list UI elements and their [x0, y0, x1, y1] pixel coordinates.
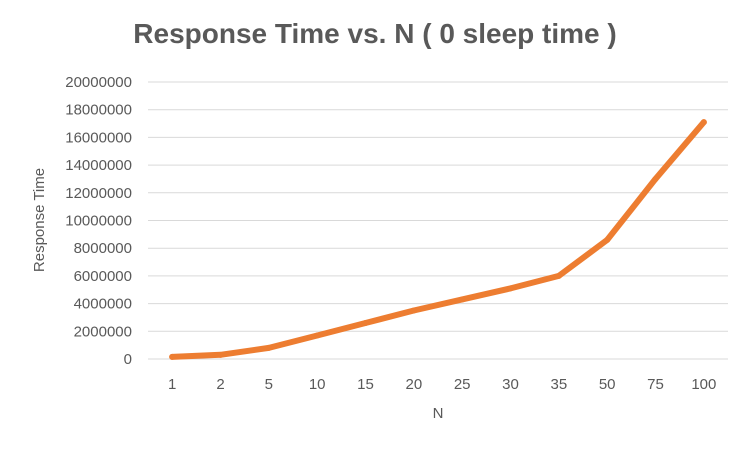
y-tick-label: 2000000 [74, 323, 132, 340]
data-point [604, 236, 611, 243]
chart-title: Response Time vs. N ( 0 sleep time ) [133, 18, 617, 49]
y-tick-label: 20000000 [65, 74, 132, 91]
grid-lines [148, 81, 728, 360]
data-point [555, 272, 562, 279]
x-tick-label: 75 [647, 376, 664, 393]
y-tick-label: 16000000 [65, 129, 132, 146]
x-tick-label: 15 [357, 376, 374, 393]
data-point [700, 119, 707, 126]
data-point [652, 175, 659, 182]
x-tick-label: 2 [216, 376, 224, 393]
x-tick-label: 5 [265, 376, 273, 393]
y-tick-label: 12000000 [65, 185, 132, 202]
data-point [410, 307, 417, 314]
y-tick-label: 6000000 [74, 268, 132, 285]
data-point [169, 353, 176, 360]
y-tick-label: 4000000 [74, 296, 132, 313]
series-layer [169, 119, 707, 360]
data-point [217, 351, 224, 358]
x-tick-label: 30 [502, 376, 519, 393]
data-point [507, 285, 514, 292]
data-point [314, 332, 321, 339]
x-tick-label: 10 [309, 376, 326, 393]
y-tick-label: 0 [124, 351, 132, 368]
x-tick-labels: 1 2 5 10 15 20 25 30 35 50 75 100 [168, 376, 716, 393]
y-tick-label: 10000000 [65, 213, 132, 230]
x-tick-label: 100 [691, 376, 716, 393]
x-tick-label: 1 [168, 376, 176, 393]
y-tick-label: 18000000 [65, 102, 132, 119]
y-tick-label: 14000000 [65, 157, 132, 174]
x-tick-label: 35 [550, 376, 567, 393]
x-axis-title: N [433, 405, 444, 422]
data-point [265, 344, 272, 351]
data-point [362, 319, 369, 326]
y-axis-title: Response Time [31, 168, 48, 272]
y-tick-label: 8000000 [74, 240, 132, 257]
data-point [459, 296, 466, 303]
series-line-0 [169, 119, 707, 360]
x-tick-label: 50 [599, 376, 616, 393]
y-tick-labels: 0 2000000 4000000 6000000 8000000 10000000 120… [65, 74, 132, 368]
x-tick-label: 20 [405, 376, 422, 393]
x-tick-label: 25 [454, 376, 471, 393]
